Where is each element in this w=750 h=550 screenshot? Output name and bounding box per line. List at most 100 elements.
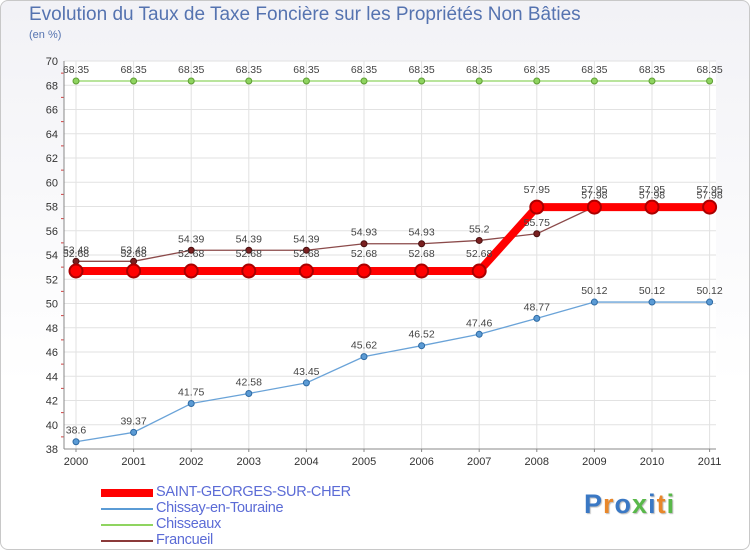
data-label: 57.95 xyxy=(639,184,665,196)
data-label: 50.12 xyxy=(581,285,607,297)
y-tick-label: 38 xyxy=(46,444,58,456)
data-label: 52.68 xyxy=(466,248,492,260)
data-label: 55.2 xyxy=(469,223,490,235)
y-tick-label: 44 xyxy=(46,371,58,383)
y-tick-label: 68 xyxy=(46,80,58,92)
legend-swatch xyxy=(101,489,153,497)
y-tick-label: 46 xyxy=(46,347,58,359)
axes xyxy=(61,61,716,452)
data-label: 68.35 xyxy=(63,64,89,76)
data-label: 50.12 xyxy=(639,285,665,297)
data-point xyxy=(533,77,541,85)
y-tick-label: 40 xyxy=(46,420,58,432)
data-label: 46.52 xyxy=(408,329,434,341)
data-label: 68.35 xyxy=(581,64,607,76)
data-point xyxy=(418,342,426,350)
data-point xyxy=(590,298,598,306)
data-point xyxy=(648,298,656,306)
data-label: 45.62 xyxy=(351,340,377,352)
x-tick-label: 2003 xyxy=(237,456,261,468)
proxiti-logo: Proxiti xyxy=(584,489,675,520)
data-label: 52.68 xyxy=(63,248,89,260)
legend-label: Chisseaux xyxy=(156,516,221,532)
logo-letter: i xyxy=(666,489,676,519)
data-label: 47.46 xyxy=(466,317,492,329)
data-label: 41.75 xyxy=(178,387,204,399)
y-tick-label: 64 xyxy=(46,129,58,141)
data-label: 53.48 xyxy=(120,244,146,256)
logo-letter: i xyxy=(648,489,657,519)
data-point xyxy=(72,438,80,446)
logo-letter: o xyxy=(614,489,633,519)
x-tick-label: 2006 xyxy=(409,456,433,468)
data-point xyxy=(418,240,426,248)
y-tick-label: 50 xyxy=(46,299,58,311)
data-point xyxy=(529,199,545,215)
chart-title: Evolution du Taux de Taxe Foncière sur l… xyxy=(29,4,581,25)
y-tick-label: 54 xyxy=(46,250,58,262)
data-label: 68.35 xyxy=(524,64,550,76)
data-label: 52.68 xyxy=(236,248,262,260)
data-label: 50.12 xyxy=(696,285,722,297)
data-label: 42.58 xyxy=(236,376,262,388)
data-label: 52.68 xyxy=(351,248,377,260)
x-tick-label: 2004 xyxy=(294,456,318,468)
data-point xyxy=(418,77,426,85)
chart-subtitle: (en %) xyxy=(29,29,62,41)
x-tick-label: 2008 xyxy=(525,456,549,468)
y-tick-label: 66 xyxy=(46,105,58,117)
data-label: 68.35 xyxy=(639,64,665,76)
data-point xyxy=(360,353,368,361)
x-tick-label: 2011 xyxy=(698,456,722,468)
data-point xyxy=(702,199,718,215)
logo-letter: t xyxy=(656,489,667,519)
data-label: 54.39 xyxy=(293,233,319,245)
y-axis-ticks: 38 40 42 44 46 48 50 52 54 56 58 60 62 64 66 68 70 xyxy=(46,56,58,456)
logo-letter: x xyxy=(632,489,649,519)
data-point xyxy=(475,77,483,85)
data-label: 68.35 xyxy=(408,64,434,76)
y-tick-label: 52 xyxy=(46,274,58,286)
data-point xyxy=(533,230,541,238)
data-point xyxy=(187,246,195,254)
x-tick-label: 2001 xyxy=(121,456,145,468)
data-label: 68.35 xyxy=(696,64,722,76)
data-point xyxy=(245,246,253,254)
data-point xyxy=(586,199,602,215)
series-saint-georges-sur-cher xyxy=(68,199,718,279)
data-point xyxy=(298,263,314,279)
data-point xyxy=(414,263,430,279)
logo-letter: r xyxy=(603,489,615,519)
series-chissay-en-touraine xyxy=(72,298,714,446)
data-label: 68.35 xyxy=(120,64,146,76)
data-point xyxy=(302,246,310,254)
grid xyxy=(64,60,716,450)
y-tick-label: 70 xyxy=(46,56,58,68)
data-point xyxy=(590,77,598,85)
data-point xyxy=(130,428,138,436)
x-tick-label: 2005 xyxy=(352,456,376,468)
y-tick-label: 58 xyxy=(46,202,58,214)
data-point xyxy=(360,240,368,248)
legend-label: SAINT-GEORGES-SUR-CHER xyxy=(156,484,351,500)
data-label: 55.75 xyxy=(524,217,550,229)
data-point xyxy=(241,263,257,279)
data-point xyxy=(360,77,368,85)
data-point xyxy=(183,263,199,279)
x-tick-label: 2002 xyxy=(179,456,203,468)
y-tick-label: 56 xyxy=(46,226,58,238)
data-point xyxy=(475,236,483,244)
data-label: 38.6 xyxy=(66,425,87,437)
data-label: 68.35 xyxy=(351,64,377,76)
data-label: 53.48 xyxy=(63,244,89,256)
data-label: 52.68 xyxy=(120,248,146,260)
data-point xyxy=(187,77,195,85)
x-tick-label: 2007 xyxy=(467,456,491,468)
data-label: 48.77 xyxy=(524,301,550,313)
data-point xyxy=(356,263,372,279)
data-point xyxy=(302,77,310,85)
data-label: 52.68 xyxy=(293,248,319,260)
data-label: 57.98 xyxy=(696,190,722,202)
